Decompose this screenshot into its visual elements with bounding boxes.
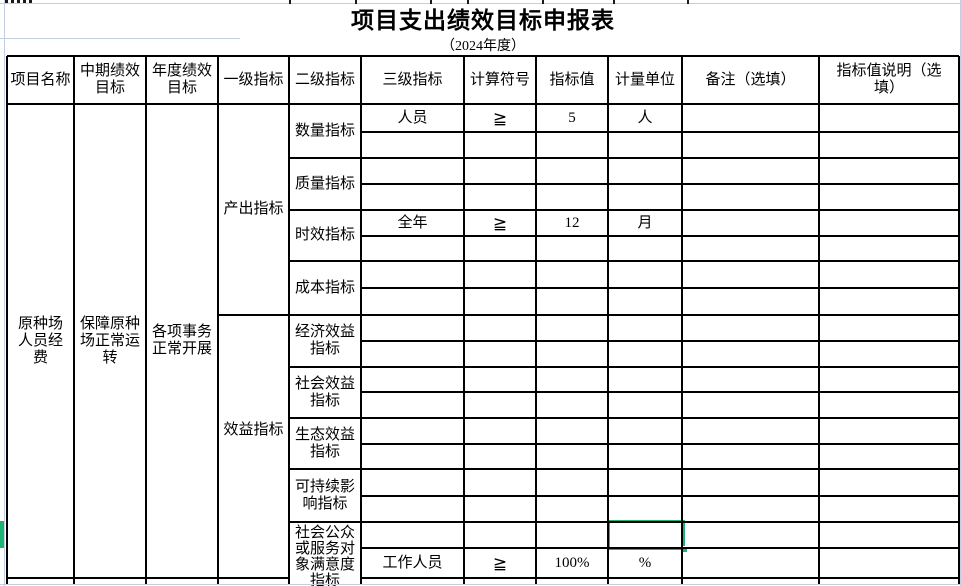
- table-border-vertical: [681, 56, 683, 584]
- cell-level1-output[interactable]: 产出指标: [223, 201, 284, 217]
- clipped-cell-border-stub: [289, 0, 291, 4]
- cell-level2-social[interactable]: 社会效益指标: [294, 375, 355, 409]
- table-border-horizontal: [361, 577, 959, 579]
- cell-timeliness-value[interactable]: 12: [564, 214, 580, 231]
- header-level3-indicator[interactable]: 三级指标: [382, 71, 443, 88]
- table-border-horizontal: [289, 260, 959, 262]
- table-border-horizontal: [289, 209, 959, 211]
- cell-mid-term-goal[interactable]: 保障原种场正常运转: [79, 315, 140, 366]
- table-border-horizontal: [361, 183, 959, 185]
- clipped-cell-border-stub: [542, 0, 544, 4]
- cell-level2-cost[interactable]: 成本指标: [294, 279, 355, 296]
- sheet-gridline: [0, 38, 240, 39]
- table-border-vertical: [288, 56, 290, 584]
- clipped-text-fragment: [17, 0, 20, 3]
- cell-annual-goal[interactable]: 各项事务正常开展: [151, 324, 212, 357]
- table-border-horizontal: [289, 366, 959, 368]
- selected-cell-indicator[interactable]: [607, 520, 685, 550]
- clipped-text-fragment: [29, 0, 32, 3]
- cell-level2-sustainable[interactable]: 可持续影响指标: [294, 478, 355, 512]
- header-level1-indicator[interactable]: 一级指标: [223, 71, 284, 88]
- cell-level1-benefit[interactable]: 效益指标: [223, 421, 284, 438]
- table-border-vertical: [145, 56, 147, 584]
- table-border-vertical: [6, 56, 8, 584]
- row-header-selection-highlight: [0, 521, 4, 548]
- table-border-vertical: [360, 56, 362, 584]
- cell-level2-quality[interactable]: 质量指标: [294, 175, 355, 192]
- form-subtitle: （2024年度）: [441, 38, 525, 54]
- table-border-vertical: [818, 56, 820, 584]
- table-border-horizontal: [289, 468, 959, 470]
- cell-project-name[interactable]: 原种场人员经费: [17, 315, 63, 366]
- table-border-vertical: [535, 56, 537, 584]
- clipped-cell-border-stub: [687, 0, 689, 4]
- clipped-cell-border-stub: [355, 0, 357, 4]
- clipped-text-fragment: [11, 0, 14, 3]
- cell-quantity-unit[interactable]: 人: [637, 109, 653, 126]
- form-title: 项目支出绩效目标申报表: [351, 8, 615, 33]
- table-border-horizontal: [361, 443, 959, 445]
- cell-quantity-value[interactable]: 5: [568, 109, 576, 126]
- cell-level2-timeliness[interactable]: 时效指标: [294, 227, 355, 243]
- cell-timeliness-indicator[interactable]: 全年: [397, 214, 428, 231]
- cell-timeliness-unit[interactable]: 月: [637, 214, 653, 231]
- cell-level2-quantity[interactable]: 数量指标: [294, 122, 355, 139]
- table-border-horizontal: [7, 55, 959, 57]
- table-border-vertical: [958, 56, 960, 584]
- cell-quantity-symbol[interactable]: ≧: [492, 108, 508, 128]
- table-border-horizontal: [361, 340, 959, 342]
- cell-satisfaction-unit[interactable]: %: [638, 554, 652, 571]
- clipped-text-fragment: [23, 0, 26, 3]
- header-project-name[interactable]: 项目名称: [10, 71, 71, 88]
- header-annual-goal[interactable]: 年度绩效目标: [151, 63, 212, 96]
- clipped-text-fragment: [5, 0, 8, 3]
- cell-level2-economic[interactable]: 经济效益指标: [294, 324, 355, 357]
- table-border-horizontal: [289, 521, 959, 523]
- clipped-cell-border-stub: [613, 0, 615, 4]
- header-measure-unit[interactable]: 计量单位: [614, 71, 675, 88]
- cell-satisfaction-symbol[interactable]: ≧: [492, 553, 508, 573]
- header-mid-term-goal[interactable]: 中期绩效目标: [79, 63, 140, 96]
- table-border-vertical: [607, 56, 609, 584]
- sheet-gridline: [4, 0, 5, 586]
- clipped-cell-border-stub: [430, 0, 432, 4]
- table-border-horizontal: [218, 314, 959, 316]
- table-border-horizontal: [361, 547, 959, 549]
- sheet-gridline: [0, 584, 961, 585]
- table-border-horizontal: [361, 287, 959, 289]
- table-border-horizontal: [361, 235, 959, 237]
- cell-timeliness-symbol[interactable]: ≧: [492, 213, 508, 233]
- table-border-vertical: [463, 56, 465, 584]
- table-border-vertical: [73, 56, 75, 584]
- table-border-horizontal: [7, 103, 959, 105]
- table-border-horizontal: [289, 157, 959, 159]
- cell-satisfaction-value[interactable]: 100%: [554, 554, 590, 571]
- cell-satisfaction-indicator[interactable]: 工作人员: [382, 554, 443, 571]
- table-border-horizontal: [361, 495, 959, 497]
- sheet-gridline: [0, 3, 961, 4]
- sheet-gridline: [959, 0, 961, 586]
- header-level2-indicator[interactable]: 二级指标: [294, 71, 355, 88]
- header-calc-symbol[interactable]: 计算符号: [469, 71, 530, 88]
- header-value-desc[interactable]: 指标值说明（选填）: [836, 63, 942, 96]
- cell-quantity-indicator[interactable]: 人员: [397, 109, 428, 126]
- table-border-vertical: [217, 56, 219, 584]
- clipped-cell-border-stub: [467, 0, 469, 4]
- table-border-horizontal: [7, 577, 289, 579]
- table-border-horizontal: [361, 391, 959, 393]
- header-note[interactable]: 备注（选填）: [705, 71, 796, 88]
- table-border-horizontal: [361, 131, 959, 133]
- cell-level2-ecological[interactable]: 生态效益指标: [294, 426, 355, 460]
- header-indicator-value[interactable]: 指标值: [549, 71, 595, 88]
- cell-level2-satisfaction[interactable]: 社会公众或服务对象满意度指标: [294, 525, 355, 586]
- table-border-horizontal: [289, 417, 959, 419]
